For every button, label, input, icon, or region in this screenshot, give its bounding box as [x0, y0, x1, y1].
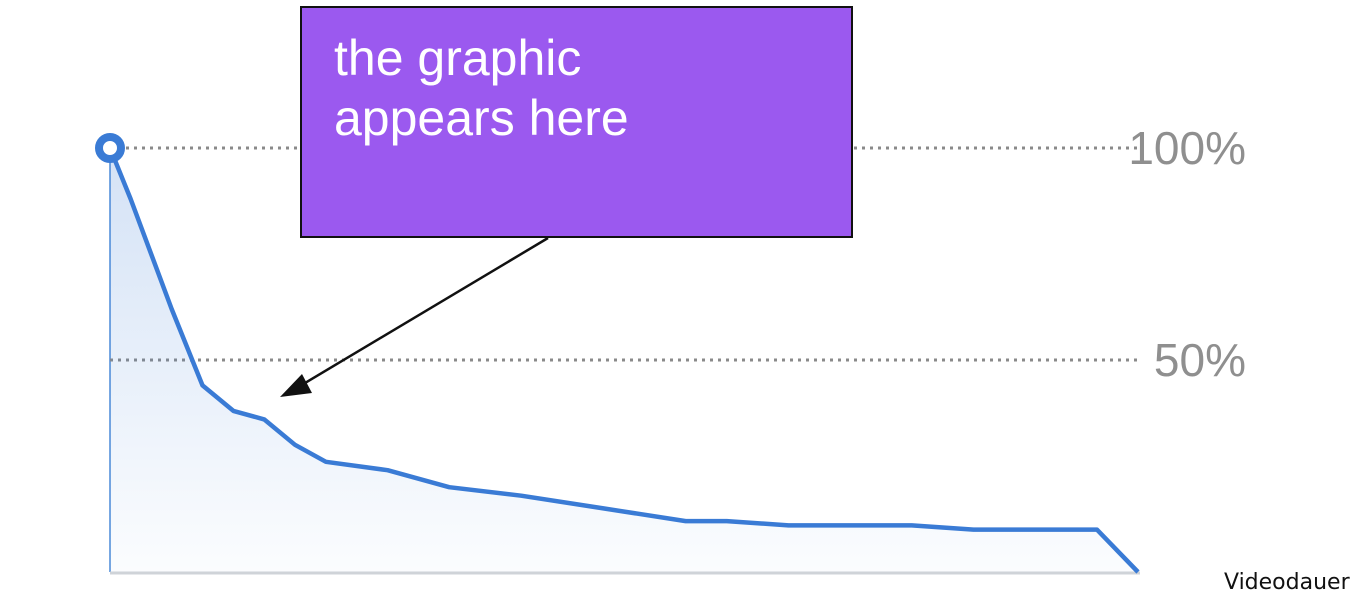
callout-line-1: the graphic	[334, 30, 582, 86]
data-point-16	[910, 523, 914, 527]
data-point-7	[324, 460, 328, 464]
data-point-18	[1033, 528, 1037, 532]
y-tick-labels: 50% 100%	[1128, 122, 1246, 386]
data-point-5	[262, 417, 266, 421]
data-point-13	[725, 519, 729, 523]
data-point-20	[1136, 570, 1140, 574]
callout-text: the graphic appears here	[334, 28, 834, 148]
callout-box: the graphic appears here	[300, 6, 853, 238]
data-point-12	[684, 519, 688, 523]
data-point-14	[786, 523, 790, 527]
callout-arrow-shaft	[299, 236, 549, 388]
data-point-8	[386, 468, 390, 472]
data-point-4	[231, 409, 235, 413]
callout-line-2: appears here	[334, 90, 629, 146]
data-point-2	[170, 307, 174, 311]
data-point-3	[201, 383, 205, 387]
data-point-11	[601, 506, 605, 510]
retention-line	[107, 147, 1140, 574]
y-tick-label: 50%	[1154, 334, 1246, 386]
start-marker	[95, 133, 125, 163]
data-point-10	[519, 494, 523, 498]
data-point-1	[129, 197, 133, 201]
data-point-15	[848, 523, 852, 527]
x-axis-label: Videodauer	[1224, 570, 1350, 595]
data-point-17	[972, 528, 976, 532]
data-point-19	[1095, 528, 1099, 532]
callout-arrow-head	[280, 374, 312, 397]
y-tick-label: 100%	[1128, 122, 1246, 174]
data-point-9	[447, 485, 451, 489]
data-point-6	[293, 443, 297, 447]
